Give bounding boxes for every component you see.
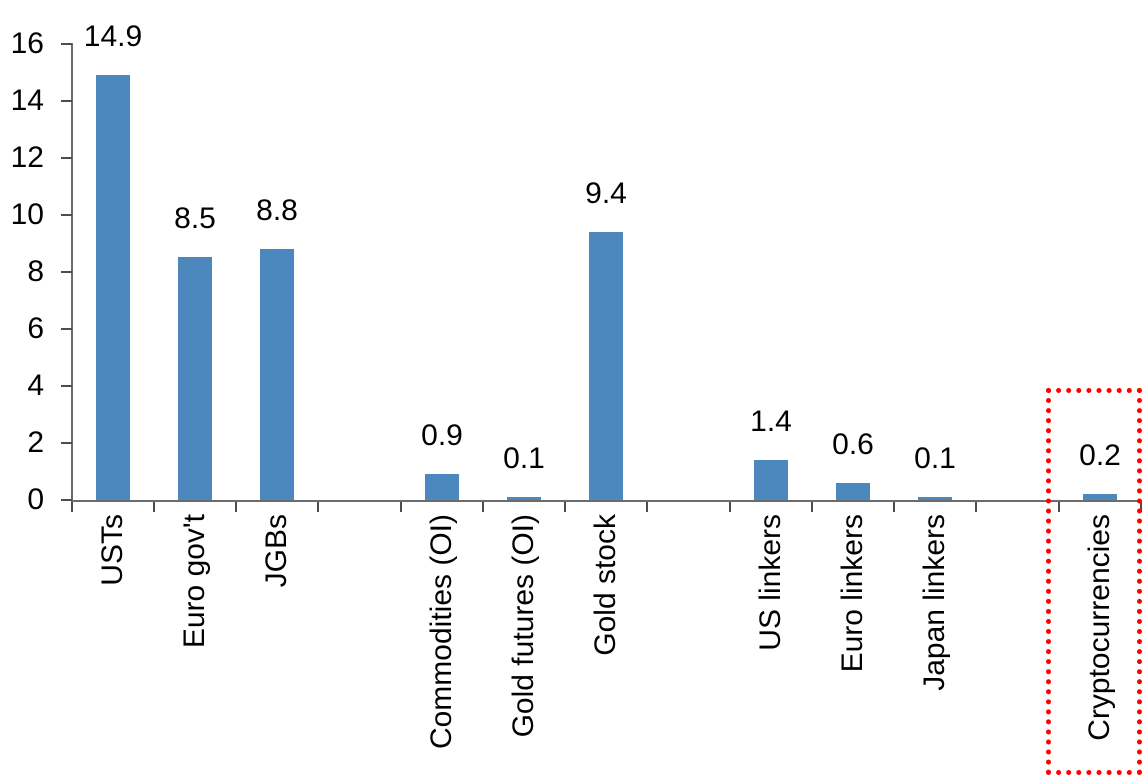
bar-value-label: 1.4 (750, 405, 792, 438)
bar (178, 257, 212, 500)
x-axis-tick (646, 502, 648, 512)
x-axis-tick (153, 502, 155, 512)
category-label: USTs (96, 514, 129, 586)
y-axis-tick-label: 6 (27, 312, 44, 345)
bar-value-label: 0.9 (421, 419, 463, 452)
y-axis-tick (61, 43, 72, 45)
category-label: Euro linkers (836, 514, 869, 673)
category-label: Japan linkers (918, 514, 951, 691)
bar (507, 497, 541, 500)
y-axis-tick-label: 8 (27, 255, 44, 288)
category-label: Euro gov't (178, 514, 211, 649)
y-axis-tick-label: 16 (10, 27, 44, 60)
y-axis-tick (61, 499, 72, 501)
x-axis-tick (564, 502, 566, 512)
y-axis-tick-label: 10 (10, 198, 44, 231)
bar-value-label: 0.1 (503, 442, 545, 475)
bar (918, 497, 952, 500)
bar (96, 75, 130, 500)
y-axis-tick (61, 157, 72, 159)
category-label: Gold futures (OI) (507, 514, 540, 738)
category-label: US linkers (754, 514, 787, 651)
bar-value-label: 8.5 (174, 202, 216, 235)
bar-value-label: 0.2 (1079, 439, 1121, 472)
y-axis-tick-label: 4 (27, 369, 44, 402)
x-axis-tick (1058, 502, 1060, 512)
highlight-box (1046, 388, 1142, 775)
bar (425, 474, 459, 500)
x-axis-tick (317, 502, 319, 512)
y-axis-tick-label: 12 (10, 141, 44, 174)
y-axis-tick (61, 271, 72, 273)
bar-value-label: 8.8 (256, 194, 298, 227)
y-axis-tick (61, 442, 72, 444)
bar (836, 483, 870, 500)
y-axis-tick-label: 0 (27, 483, 44, 516)
x-axis-tick (235, 502, 237, 512)
x-axis-tick (482, 502, 484, 512)
y-axis-tick (61, 100, 72, 102)
bar (1083, 494, 1117, 500)
y-axis-tick (61, 214, 72, 216)
y-axis-tick-label: 14 (10, 84, 44, 117)
x-axis-tick (400, 502, 402, 512)
y-axis-line (71, 42, 73, 502)
bar-value-label: 9.4 (585, 177, 627, 210)
x-axis-tick (893, 502, 895, 512)
y-axis-tick (61, 385, 72, 387)
category-label: JGBs (260, 514, 293, 588)
bar (589, 232, 623, 500)
x-axis-line (71, 500, 1142, 502)
x-axis-tick (729, 502, 731, 512)
bar-value-label: 14.9 (83, 20, 143, 53)
y-axis-tick (61, 328, 72, 330)
bar (260, 249, 294, 500)
x-axis-tick (811, 502, 813, 512)
category-label: Gold stock (589, 514, 622, 656)
x-axis-tick (975, 502, 977, 512)
category-label: Commodities (OI) (425, 514, 458, 750)
x-axis-tick (71, 502, 73, 512)
bar-value-label: 0.6 (832, 428, 874, 461)
y-axis-tick-label: 2 (27, 426, 44, 459)
bar (754, 460, 788, 500)
bar-value-label: 0.1 (914, 442, 956, 475)
